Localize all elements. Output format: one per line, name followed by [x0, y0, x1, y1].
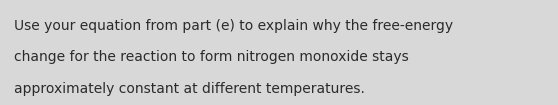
Text: change for the reaction to form nitrogen monoxide stays: change for the reaction to form nitrogen…: [14, 50, 408, 64]
Text: approximately constant at different temperatures.: approximately constant at different temp…: [14, 82, 365, 96]
Text: Use your equation from part (e) to explain why the free-energy: Use your equation from part (e) to expla…: [14, 19, 453, 33]
